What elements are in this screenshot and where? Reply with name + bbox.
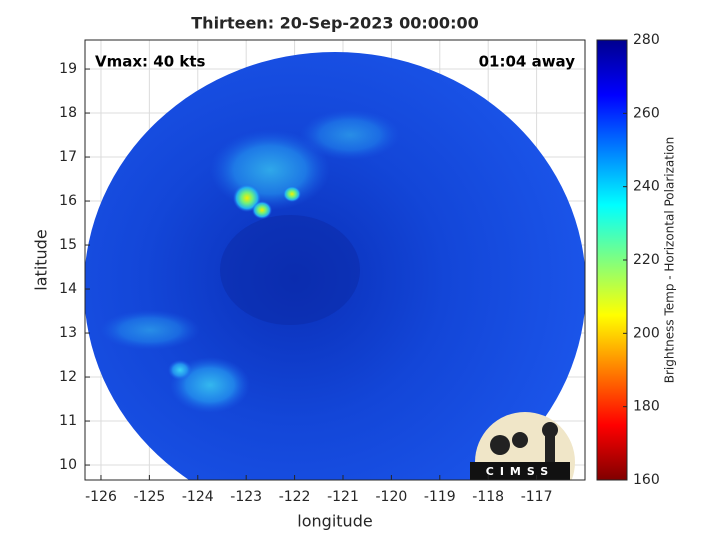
colorbar-tick-label: 280 (633, 32, 660, 48)
plot-frame (84, 39, 586, 481)
hot-spot (283, 186, 301, 202)
chart-title: Thirteen: 20-Sep-2023 00:00:00 (191, 14, 478, 33)
colorbar-tick-label: 200 (633, 325, 660, 341)
logo-text: CIMSS (486, 465, 554, 478)
y-tick-label: 18 (59, 105, 77, 121)
y-tick-label: 19 (59, 61, 77, 77)
annotation: Vmax: 40 kts (95, 53, 205, 71)
x-tick-label: -122 (279, 489, 311, 505)
y-tick-label: 10 (59, 457, 77, 473)
cimss-logo: CIMSS (470, 412, 575, 480)
colorbar-tick-label: 160 (633, 472, 660, 488)
x-tick-label: -123 (230, 489, 262, 505)
x-tick-label: -119 (424, 489, 456, 505)
x-axis-label: longitude (297, 512, 372, 531)
y-tick-label: 12 (59, 369, 77, 385)
y-tick-label: 14 (59, 281, 77, 297)
x-tick-label: -117 (521, 489, 553, 505)
colorbar-tick-label: 240 (633, 179, 660, 195)
colorbar-tick-label: 180 (633, 399, 660, 415)
y-tick-label: 13 (59, 325, 77, 341)
y-tick-label: 17 (59, 149, 77, 165)
y-axis-label: latitude (32, 229, 51, 290)
y-tick-label: 15 (59, 237, 77, 253)
colorbar (596, 39, 628, 481)
cold-core (220, 215, 360, 325)
x-tick-label: -121 (327, 489, 359, 505)
y-tick-label: 11 (59, 413, 77, 429)
colorbar-tick-label: 220 (633, 252, 660, 268)
x-tick-label: -126 (85, 489, 117, 505)
x-tick-label: -118 (472, 489, 504, 505)
hot-spot (252, 201, 272, 219)
image: CIMSS (85, 52, 585, 480)
warm-area (300, 110, 400, 160)
x-tick-label: -125 (133, 489, 165, 505)
annotation: 01:04 away (479, 53, 576, 71)
colorbar-label: Brightness Temp - Horizontal Polarizatio… (663, 137, 677, 384)
warm-area (168, 360, 192, 380)
colorbar-tick-label: 260 (633, 105, 660, 121)
x-tick-label: -120 (375, 489, 407, 505)
x-tick-label: -124 (182, 489, 214, 505)
warm-area (100, 310, 200, 350)
y-tick-label: 16 (59, 193, 77, 209)
